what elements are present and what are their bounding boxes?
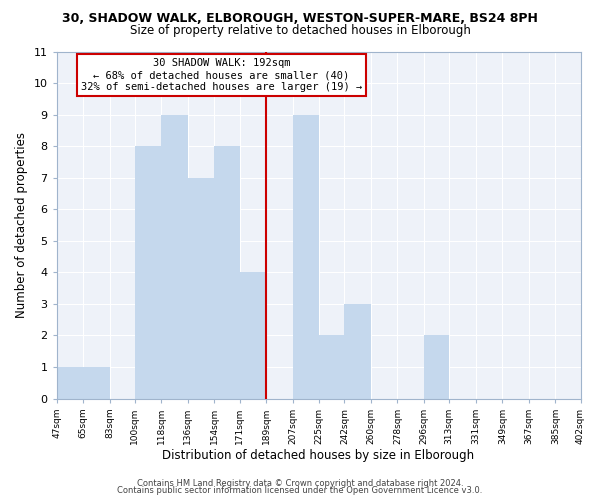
Y-axis label: Number of detached properties: Number of detached properties [15,132,28,318]
X-axis label: Distribution of detached houses by size in Elborough: Distribution of detached houses by size … [163,450,475,462]
Bar [188,178,214,398]
Text: Size of property relative to detached houses in Elborough: Size of property relative to detached ho… [130,24,470,37]
Bar [319,336,344,398]
Bar [83,367,110,398]
Bar [293,114,319,399]
Bar [161,114,188,399]
Bar [239,272,266,398]
Bar [424,336,449,398]
Bar [214,146,239,399]
Bar [135,146,161,399]
Text: 30, SHADOW WALK, ELBOROUGH, WESTON-SUPER-MARE, BS24 8PH: 30, SHADOW WALK, ELBOROUGH, WESTON-SUPER… [62,12,538,26]
Text: Contains public sector information licensed under the Open Government Licence v3: Contains public sector information licen… [118,486,482,495]
Bar [344,304,371,398]
Text: Contains HM Land Registry data © Crown copyright and database right 2024.: Contains HM Land Registry data © Crown c… [137,478,463,488]
Bar [56,367,83,398]
Text: 30 SHADOW WALK: 192sqm
← 68% of detached houses are smaller (40)
32% of semi-det: 30 SHADOW WALK: 192sqm ← 68% of detached… [81,58,362,92]
